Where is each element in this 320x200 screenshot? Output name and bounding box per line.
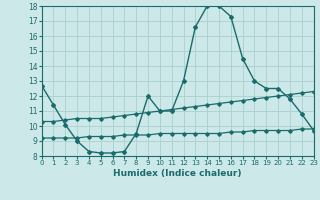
X-axis label: Humidex (Indice chaleur): Humidex (Indice chaleur) [113,169,242,178]
